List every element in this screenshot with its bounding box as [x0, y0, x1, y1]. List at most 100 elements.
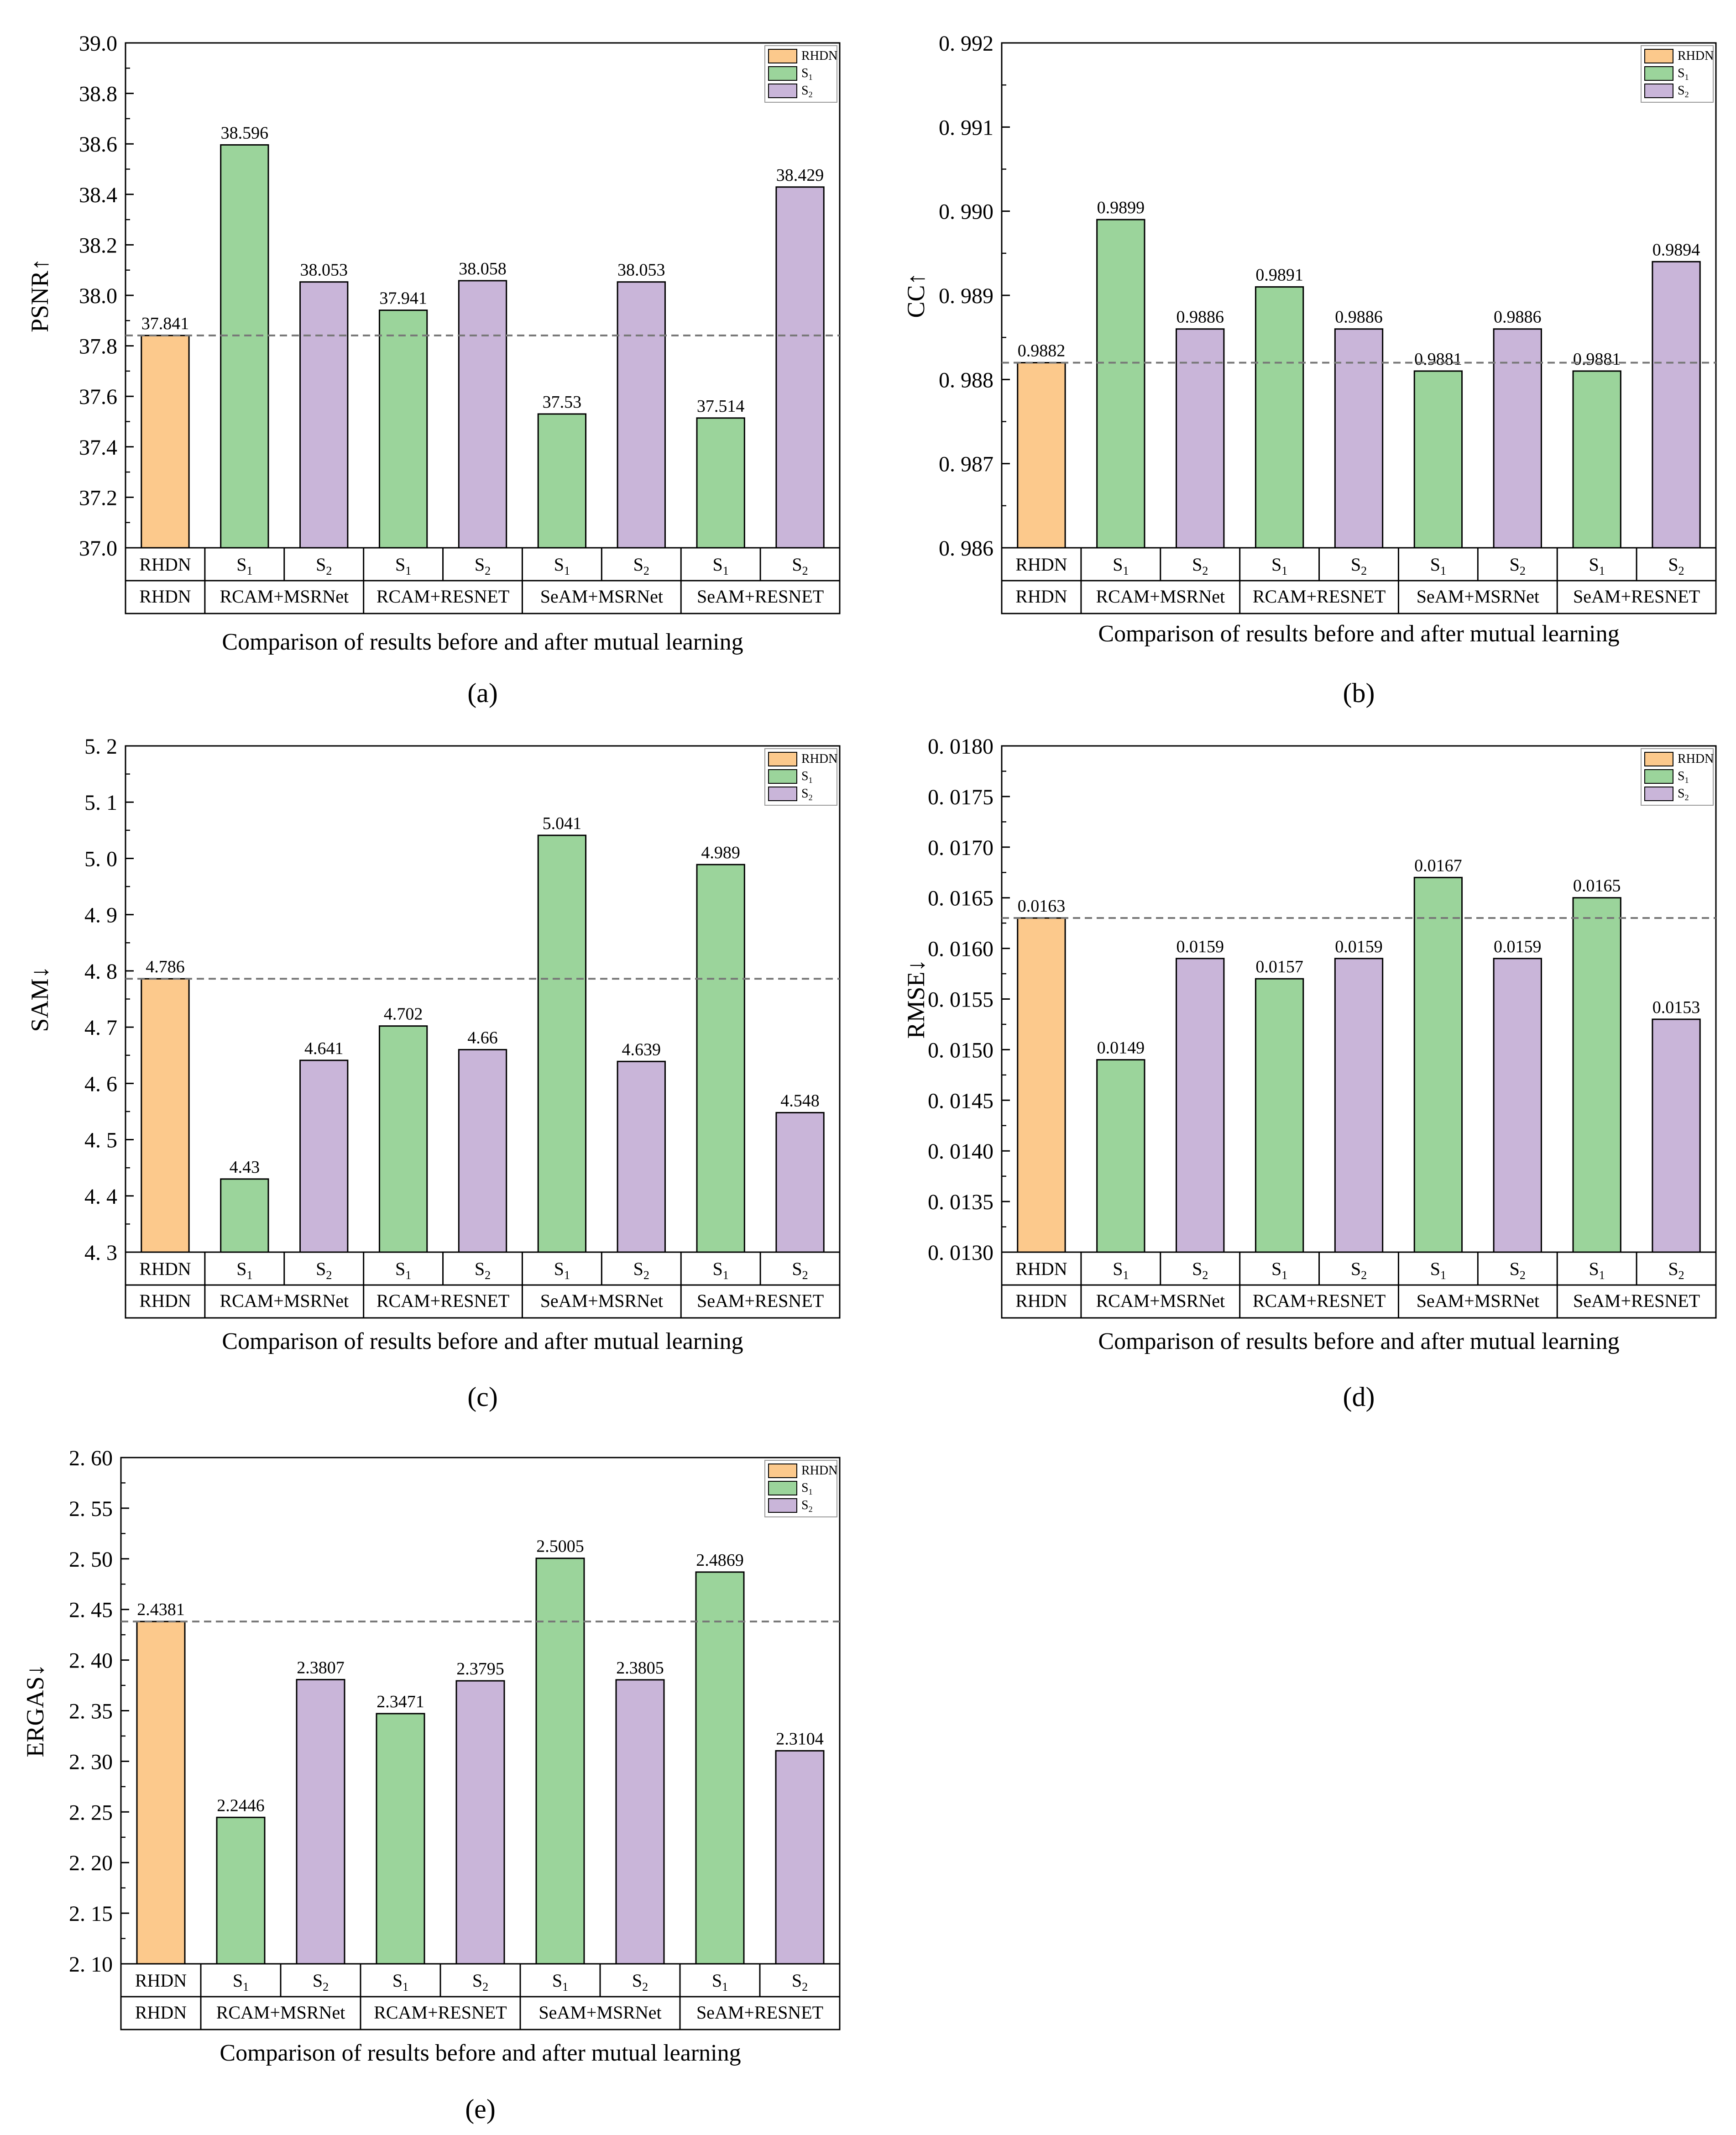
bar-s2 [1334, 958, 1384, 1253]
legend-swatch-rhdn [768, 1464, 797, 1478]
category-label: S2 [475, 554, 491, 577]
y-tick-label: 37.2 [79, 486, 117, 510]
bar-s2 [1652, 261, 1701, 549]
legend-label-rhdn: RHDN [1678, 49, 1714, 63]
x-axis-label: Comparison of results before and after m… [222, 1328, 743, 1354]
y-axis-label: CC↑ [902, 273, 930, 318]
category-label: S2 [316, 554, 332, 577]
group-label: RCAM+MSRNet [1096, 1290, 1225, 1311]
bar-s1 [376, 1713, 425, 1965]
y-tick-label: 2. 55 [69, 1497, 113, 1521]
category-label: S1 [554, 554, 570, 577]
group-label: RCAM+RESNET [374, 2002, 507, 2023]
bar-value-label: 4.702 [384, 1005, 423, 1024]
y-tick-label: 2. 10 [69, 1952, 113, 1977]
category-label: S1 [1271, 554, 1287, 577]
bar-value-label: 4.989 [701, 843, 740, 862]
legend-label-s2: S2 [1678, 84, 1689, 99]
legend-swatch-s1 [768, 1481, 797, 1495]
y-tick-label: 2. 40 [69, 1649, 113, 1673]
category-label: S2 [792, 554, 808, 577]
category-label: S1 [1430, 1259, 1446, 1282]
panel-label: (b) [1343, 678, 1375, 708]
panel-label: (a) [467, 678, 498, 708]
group-label: RCAM+RESNET [1253, 586, 1386, 607]
y-tick-label: 5. 0 [84, 847, 117, 871]
category-label: S2 [1192, 554, 1208, 577]
legend-label-s1: S1 [1678, 66, 1689, 82]
legend-swatch-s2 [768, 84, 797, 98]
bar-value-label: 4.786 [146, 957, 185, 976]
bar-value-label: 0.0163 [1018, 897, 1066, 916]
bar-value-label: 37.941 [379, 289, 427, 308]
category-label: S1 [1589, 1259, 1605, 1282]
chart-panel-3: 4. 3 4. 4 4. 5 4. 6 4. 7 4. 8 4. 9 5. 0 5. 1 5. 2… [26, 734, 841, 1412]
bar-value-label: 5.041 [543, 814, 582, 833]
group-label: RCAM+MSRNet [216, 2002, 345, 2023]
category-label: S2 [1510, 1259, 1526, 1282]
bar-value-label: 2.3795 [456, 1659, 504, 1679]
group-label: RCAM+RESNET [376, 1290, 509, 1311]
category-label: S2 [472, 1970, 488, 1993]
legend-swatch-rhdn [768, 752, 797, 766]
group-label: RHDN [1015, 586, 1067, 607]
bar-s2 [455, 1680, 505, 1965]
bar-value-label: 4.43 [230, 1158, 260, 1177]
bar-s2 [617, 281, 666, 549]
bar-value-label: 0.0165 [1573, 876, 1621, 896]
bar-value-label: 0.0149 [1097, 1039, 1145, 1058]
category-label: S2 [1510, 554, 1526, 577]
category-label: S1 [1113, 1259, 1129, 1282]
y-tick-label: 0. 990 [939, 200, 993, 224]
y-tick-label: 4. 3 [84, 1241, 117, 1265]
y-axis-label: PSNR↑ [26, 258, 53, 332]
y-tick-label: 38.2 [79, 233, 117, 257]
y-tick-label: 4. 7 [84, 1016, 117, 1040]
bar-value-label: 0.9881 [1573, 350, 1621, 369]
y-tick-label: 0. 992 [939, 31, 993, 56]
panel-label: (d) [1343, 1382, 1375, 1412]
legend-swatch-rhdn [1644, 49, 1673, 63]
y-tick-label: 2. 60 [69, 1446, 113, 1470]
bar-value-label: 2.2446 [217, 1796, 265, 1815]
bar-value-label: 4.641 [304, 1039, 344, 1058]
category-label: S1 [392, 1970, 408, 1993]
category-label: S2 [633, 1259, 649, 1282]
category-label: S1 [236, 554, 252, 577]
group-label: SeAM+RESNET [697, 586, 824, 607]
legend-label-s1: S1 [801, 66, 813, 82]
group-label: RCAM+MSRNet [220, 586, 349, 607]
y-tick-label: 4. 9 [84, 903, 117, 928]
legend-swatch-s1 [768, 769, 797, 784]
y-tick-label: 37.6 [79, 385, 117, 409]
bar-value-label: 2.3805 [616, 1658, 664, 1678]
y-tick-label: 37.0 [79, 536, 117, 561]
bar-s1 [216, 1816, 266, 1965]
y-tick-label: 4. 5 [84, 1128, 117, 1153]
y-tick-label: 5. 2 [84, 734, 117, 759]
category-label: RHDN [139, 554, 191, 575]
bar-value-label: 0.9882 [1018, 341, 1066, 360]
bar-rhdn [141, 978, 190, 1253]
group-label: RHDN [139, 586, 191, 607]
bar-s2 [775, 1750, 825, 1965]
bar-s2 [458, 1049, 507, 1253]
chart-panel-1: 37.0 37.2 37.4 37.6 37.8 38.0 38.2 38.4 38.6 38.8… [26, 31, 841, 708]
bar-value-label: 4.548 [780, 1091, 820, 1110]
y-tick-label: 38.0 [79, 284, 117, 308]
bar-value-label: 38.058 [459, 259, 507, 278]
category-label: S1 [236, 1259, 252, 1282]
y-tick-label: 0. 989 [939, 284, 993, 308]
category-label: RHDN [139, 1259, 191, 1279]
group-label: SeAM+RESNET [697, 1290, 824, 1311]
y-tick-label: 0. 0155 [928, 988, 993, 1012]
y-tick-label: 2. 35 [69, 1700, 113, 1724]
y-tick-label: 0. 0170 [928, 836, 993, 860]
bar-value-label: 0.0167 [1414, 856, 1462, 875]
y-tick-label: 2. 20 [69, 1851, 113, 1875]
bar-value-label: 0.0157 [1255, 957, 1303, 976]
category-label: S2 [475, 1259, 491, 1282]
legend-swatch-s2 [1644, 787, 1673, 801]
bar-value-label: 2.3471 [376, 1692, 424, 1711]
y-tick-label: 2. 25 [69, 1800, 113, 1825]
